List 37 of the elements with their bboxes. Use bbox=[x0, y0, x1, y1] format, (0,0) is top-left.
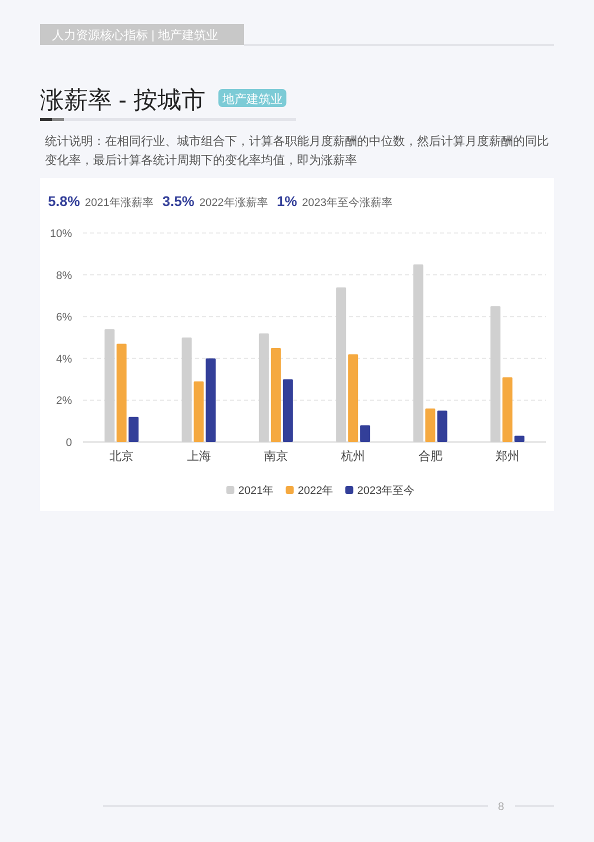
x-tick-label: 南京 bbox=[264, 449, 288, 463]
text: 1% bbox=[276, 193, 298, 209]
bar bbox=[128, 416, 139, 442]
bar bbox=[270, 348, 281, 442]
x-tick-label: 合肥 bbox=[418, 449, 442, 463]
bar bbox=[425, 408, 436, 442]
text: 2022年涨薪率 bbox=[199, 196, 268, 209]
x-tick-label: 郑州 bbox=[495, 449, 520, 463]
chart-subtitle: 统计说明：在相同行业、城市组合下，计算各职能月度薪酬的中位数，然后计算月度薪酬的同比变化率，最后计算各统计周期下的变化率均值，即为涨薪率 bbox=[45, 134, 549, 167]
x-tick-label: 杭州 bbox=[340, 449, 366, 463]
bar bbox=[437, 410, 448, 442]
bar bbox=[502, 377, 512, 442]
y-tick-label: 4% bbox=[56, 353, 72, 366]
bar bbox=[194, 381, 204, 442]
bar bbox=[282, 379, 293, 442]
legend-label: 2022年 bbox=[298, 485, 334, 497]
y-tick-label: 6% bbox=[56, 312, 72, 324]
bar bbox=[360, 425, 370, 442]
text: 3.5% bbox=[162, 193, 195, 209]
text: 2021年涨薪率 bbox=[84, 196, 154, 209]
y-tick-label: 0 bbox=[66, 437, 72, 449]
y-tick-label: 2% bbox=[56, 395, 72, 408]
text: 2023年至今涨薪率 bbox=[302, 196, 393, 209]
x-tick-label: 上海 bbox=[186, 449, 211, 463]
chart-title: 涨薪率 - 按城市 bbox=[40, 87, 206, 114]
bar bbox=[514, 436, 524, 442]
bar bbox=[206, 358, 216, 442]
bar bbox=[116, 344, 127, 442]
text: 8 bbox=[498, 801, 504, 813]
x-tick-label: 北京 bbox=[110, 449, 134, 463]
y-tick-label: 10% bbox=[50, 228, 72, 240]
y-tick-label: 8% bbox=[56, 270, 72, 282]
bar bbox=[348, 354, 358, 442]
legend-label: 2021年 bbox=[238, 485, 274, 497]
legend-label: 2023年至今 bbox=[357, 485, 415, 497]
text: 5.8% bbox=[48, 193, 80, 209]
text: 地产建筑业 bbox=[221, 92, 282, 106]
